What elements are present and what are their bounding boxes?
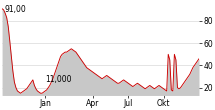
Text: 11,000: 11,000: [45, 75, 72, 84]
Text: 91,00: 91,00: [4, 5, 26, 14]
